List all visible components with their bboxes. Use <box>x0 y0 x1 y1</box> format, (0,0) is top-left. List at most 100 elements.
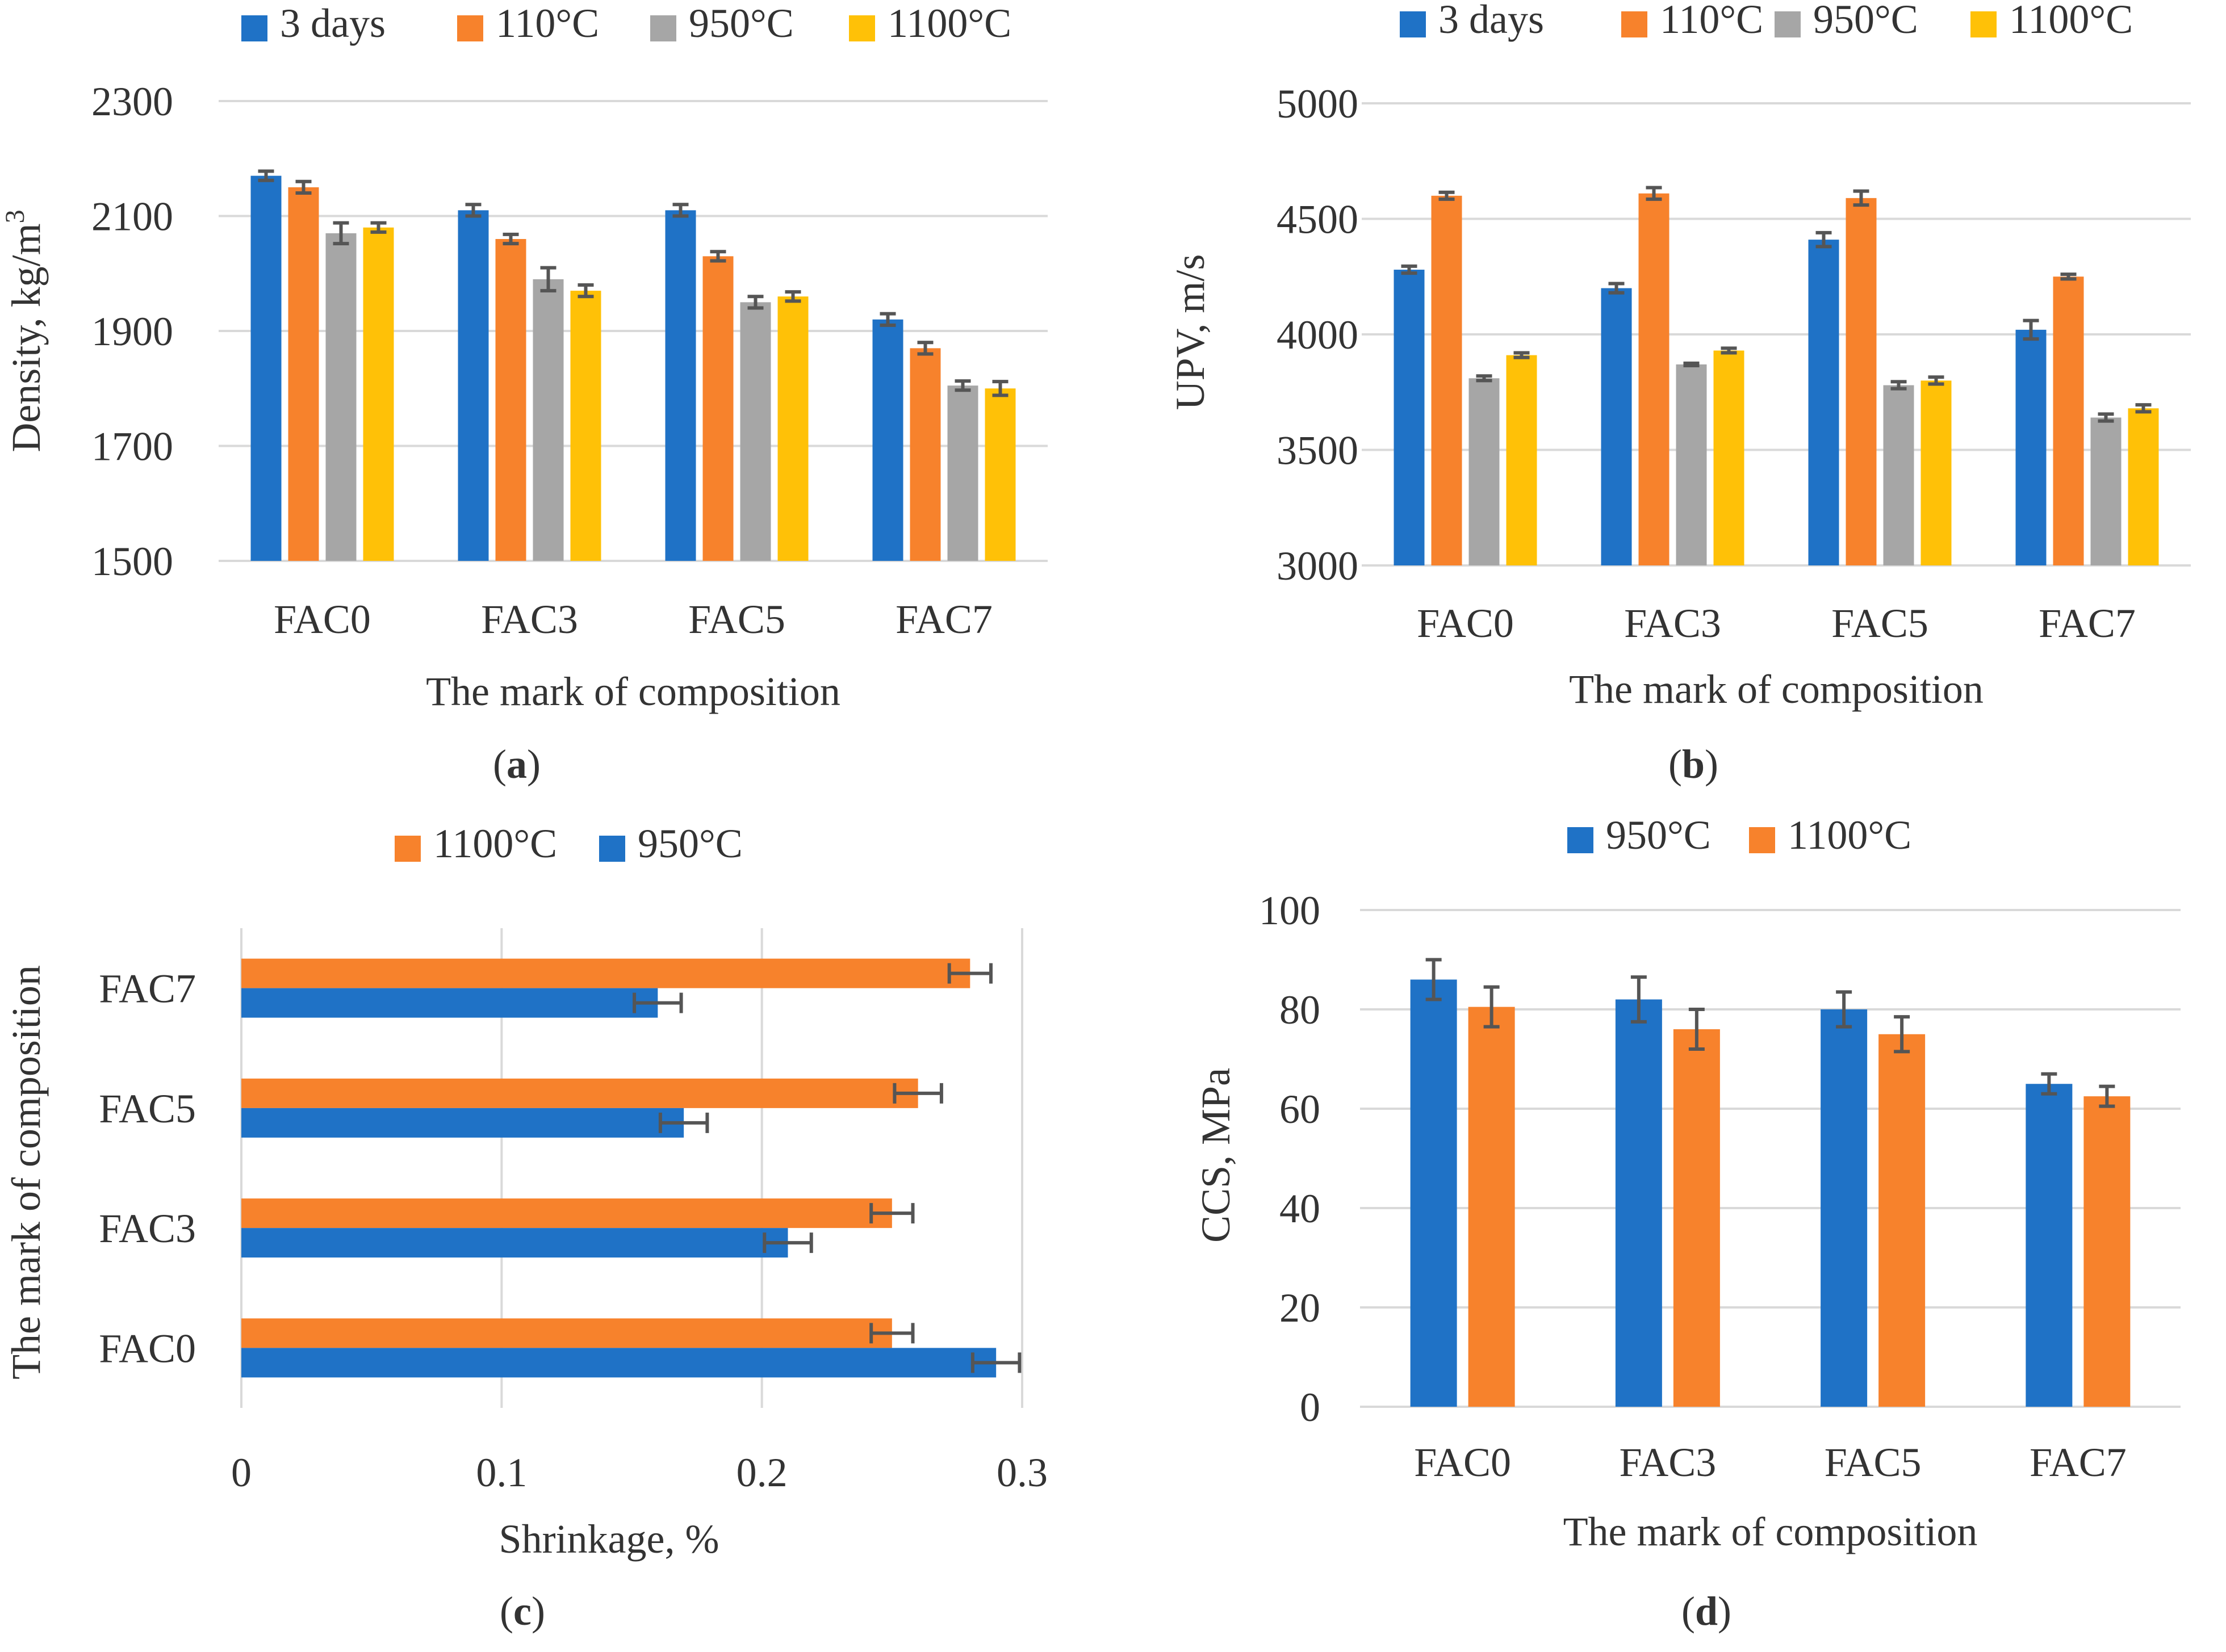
chart-panel-d: 0 20 40 60 80 100 FAC0 FAC3 FAC5 FAC7 950°C 1100°C T… <box>1193 812 2181 1634</box>
y-tick-label: 4000 <box>1277 312 1358 358</box>
y-tick-label: 4500 <box>1277 197 1358 242</box>
bar <box>241 1348 997 1378</box>
y-axis-title: Density, kg/m3 <box>0 209 49 452</box>
y-tick-label: FAC7 <box>99 966 196 1012</box>
error-bar <box>1890 380 1907 391</box>
bar <box>1878 1034 1926 1407</box>
legend-swatch <box>599 836 625 862</box>
error-bar <box>1815 230 1832 249</box>
error-bar <box>1683 361 1700 367</box>
error-bar <box>258 169 274 182</box>
y-tick-label: 20 <box>1279 1285 1320 1331</box>
panel-label-letter: c <box>513 1588 532 1634</box>
legend-label: 950°C <box>689 1 794 46</box>
x-axis-title: The mark of composition <box>1569 666 1984 712</box>
y-axis-title-text: CCS, MPa <box>1193 1068 1238 1243</box>
error-bar <box>1928 375 1944 386</box>
bar <box>1468 378 1500 565</box>
legend-label: 3 days <box>1438 0 1544 42</box>
bar <box>241 1198 892 1228</box>
panel-label-open: ( <box>493 741 507 787</box>
y-tick-label: FAC0 <box>99 1326 196 1371</box>
y-tick-label: 60 <box>1279 1087 1320 1132</box>
bar <box>2015 329 2047 565</box>
bar <box>458 210 489 561</box>
bar <box>2083 1096 2131 1407</box>
panel-label: (d) <box>1681 1588 1731 1634</box>
x-axis-title: The mark of composition <box>1563 1509 1978 1554</box>
legend-swatch <box>1621 11 1647 37</box>
legend-label: 1100°C <box>1788 812 1911 858</box>
bar <box>985 388 1016 561</box>
error-bar <box>955 379 971 392</box>
bar <box>241 988 658 1018</box>
bar <box>872 319 903 561</box>
x-tick-label: 0 <box>231 1450 252 1495</box>
error-bar <box>893 1083 943 1104</box>
error-bar <box>1476 374 1492 383</box>
error-bar <box>1836 990 1852 1029</box>
bar <box>947 385 978 561</box>
bar <box>740 302 771 561</box>
bar <box>1615 999 1662 1407</box>
error-bar <box>747 295 764 310</box>
y-tick-label: 3000 <box>1277 543 1358 589</box>
x-axis-title: Shrinkage, % <box>499 1516 719 1562</box>
y-tick-label: 1700 <box>91 424 173 469</box>
legend-swatch <box>1567 827 1593 853</box>
bar <box>1638 193 1670 566</box>
y-axis-title: CCS, MPa <box>1193 1068 1238 1243</box>
error-bar <box>2135 403 2152 414</box>
error-bar <box>1688 1008 1705 1051</box>
bar <box>1920 380 1952 565</box>
panel-label-close: ) <box>1705 741 1718 787</box>
error-bar <box>672 203 689 218</box>
bar <box>325 233 357 561</box>
error-bar <box>1513 351 1530 359</box>
bar <box>1431 195 1462 565</box>
legend-label: 950°C <box>1606 812 1711 858</box>
legend-swatch <box>1400 11 1426 37</box>
legend-label: 1100°C <box>888 1 1011 46</box>
error-bar <box>869 1203 915 1224</box>
legend-label: 110°C <box>1660 0 1763 42</box>
panel-label-open: ( <box>500 1588 513 1634</box>
bar <box>1676 364 1707 565</box>
error-bar <box>333 221 349 246</box>
chart-panel-b: 3000 3500 4000 4500 5000 FAC0 FAC3 FAC5 FAC7 3 da… <box>1168 0 2191 787</box>
x-tick-label: FAC7 <box>2030 1440 2127 1485</box>
error-bar <box>2060 272 2077 281</box>
y-tick-label: 3500 <box>1277 428 1358 473</box>
panel-label-close: ) <box>532 1588 545 1634</box>
y-tick-label: 1500 <box>91 539 173 584</box>
y-tick-label: FAC3 <box>99 1206 196 1251</box>
x-tick-label: 0.1 <box>476 1450 527 1495</box>
y-tick-label: FAC5 <box>99 1086 196 1131</box>
bar <box>1673 1029 1720 1407</box>
bar <box>241 1318 892 1348</box>
error-bar <box>1608 282 1625 295</box>
error-bar <box>1721 346 1737 355</box>
x-tick-label: FAC0 <box>1414 1440 1511 1485</box>
x-tick-label: FAC3 <box>1624 601 1721 646</box>
error-bar <box>295 179 312 195</box>
bar <box>533 279 564 561</box>
y-axis-title-superscript: 3 <box>0 209 30 223</box>
error-bar <box>658 1112 709 1133</box>
panel-label-close: ) <box>1718 1588 1731 1634</box>
legend-swatch <box>1970 11 1997 37</box>
bar <box>241 1108 684 1138</box>
error-bar <box>1646 186 1662 201</box>
error-bar <box>869 1323 915 1344</box>
chart-panel-a: 1500 1700 1900 2100 2300 FAC0 FAC3 FAC5 FAC7 3 da… <box>0 1 1048 787</box>
bar <box>665 210 696 561</box>
x-tick-label: FAC7 <box>896 597 993 642</box>
y-axis-title: UPV, m/s <box>1168 254 1213 410</box>
y-tick-label: 100 <box>1259 888 1320 933</box>
error-bar <box>1853 189 1869 207</box>
error-bar <box>1438 190 1455 201</box>
x-tick-label: FAC3 <box>1620 1440 1717 1485</box>
panel-label-close: ) <box>527 741 541 787</box>
legend-label: 1100°C <box>433 821 557 866</box>
